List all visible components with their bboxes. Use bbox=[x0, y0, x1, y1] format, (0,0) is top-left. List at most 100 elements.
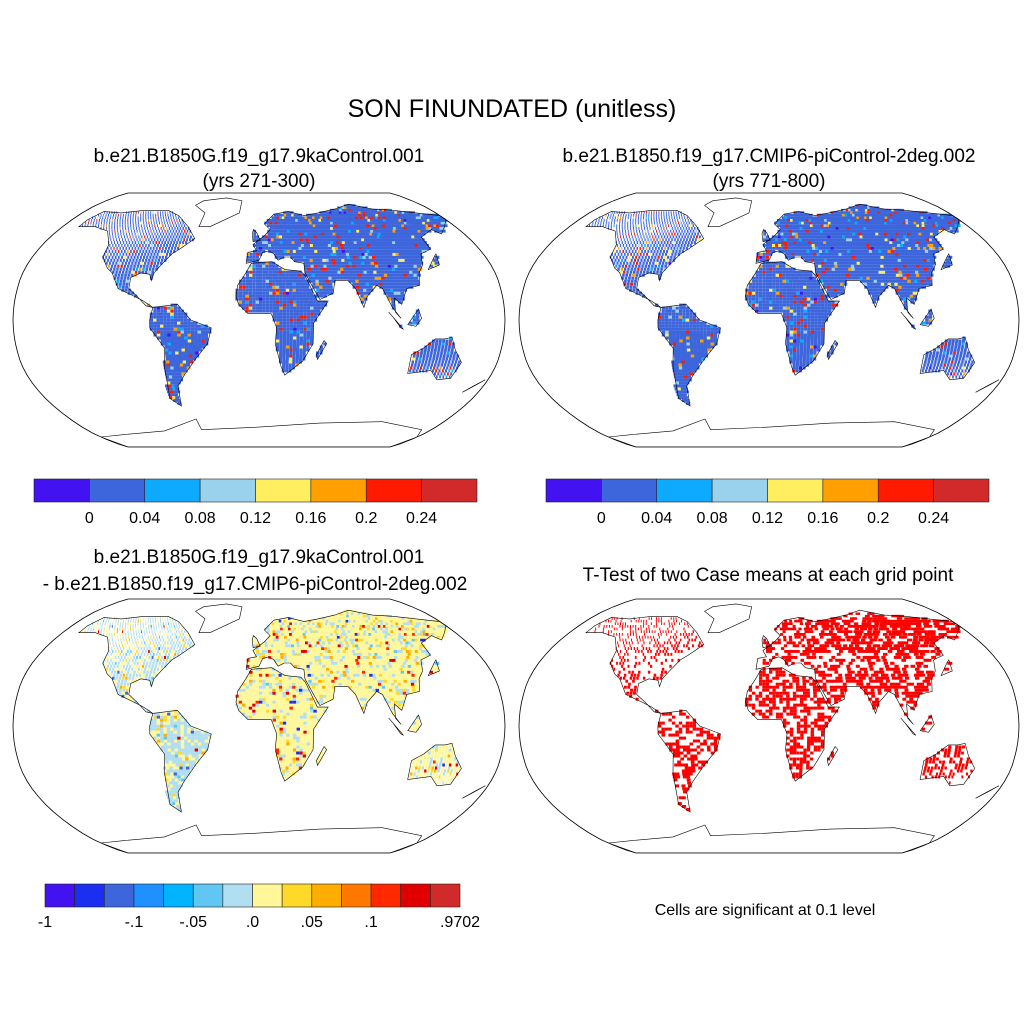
grid-cell bbox=[433, 258, 438, 262]
grid-cell bbox=[183, 318, 188, 322]
grid-cell bbox=[961, 369, 964, 373]
grid-cell bbox=[275, 279, 279, 283]
grid-cell bbox=[355, 224, 361, 227]
grid-cell bbox=[259, 285, 263, 289]
grid-cell bbox=[789, 345, 793, 349]
grid-cell bbox=[359, 241, 364, 244]
grid-cell bbox=[415, 241, 421, 244]
grid-cell bbox=[115, 261, 118, 265]
grid-cell bbox=[374, 224, 380, 227]
grid-cell bbox=[285, 221, 289, 225]
grid-cell bbox=[843, 261, 848, 265]
grid-cell bbox=[917, 252, 922, 256]
grid-cell bbox=[277, 255, 282, 259]
grid-cell bbox=[299, 291, 303, 295]
grid-cell bbox=[363, 291, 368, 295]
grid-cell bbox=[303, 221, 308, 225]
grid-cell bbox=[818, 264, 822, 268]
grid-cell bbox=[183, 321, 188, 325]
grid-cell bbox=[143, 232, 145, 236]
grid-cell bbox=[781, 246, 785, 250]
grid-cell bbox=[108, 249, 111, 253]
grid-cell bbox=[128, 270, 131, 274]
grid-cell bbox=[623, 261, 625, 265]
grid-cell bbox=[689, 330, 693, 334]
grid-cell bbox=[681, 390, 686, 394]
grid-cell bbox=[661, 327, 666, 331]
grid-cell bbox=[785, 270, 789, 274]
grid-cell bbox=[789, 300, 794, 304]
grid-cell bbox=[393, 261, 398, 265]
grid-cell bbox=[160, 309, 164, 313]
grid-cell bbox=[627, 258, 630, 262]
grid-cell bbox=[305, 273, 309, 277]
grid-cell bbox=[140, 261, 144, 265]
grid-cell bbox=[163, 249, 166, 253]
grid-cell bbox=[874, 282, 878, 286]
grid-cell bbox=[884, 285, 889, 289]
grid-cell bbox=[765, 279, 769, 283]
grid-cell bbox=[927, 279, 932, 283]
grid-cell bbox=[145, 211, 147, 214]
grid-cell bbox=[434, 348, 437, 352]
grid-cell bbox=[299, 285, 303, 289]
grid-cell bbox=[282, 294, 286, 298]
grid-cell bbox=[154, 232, 156, 236]
grid-cell bbox=[769, 244, 773, 247]
grid-cell bbox=[398, 267, 403, 271]
grid-cell bbox=[643, 258, 646, 262]
grid-cell bbox=[633, 258, 636, 262]
grid-cell bbox=[817, 294, 821, 298]
grid-cell bbox=[813, 252, 817, 256]
grid-cell bbox=[701, 354, 705, 358]
grid-cell bbox=[171, 384, 176, 388]
grid-cell bbox=[835, 255, 840, 259]
grid-cell bbox=[863, 261, 868, 265]
grid-cell bbox=[779, 282, 783, 286]
grid-cell bbox=[180, 238, 183, 242]
grid-cell bbox=[789, 318, 794, 322]
grid-cell bbox=[127, 216, 129, 219]
grid-cell bbox=[131, 291, 135, 295]
grid-cell bbox=[296, 224, 300, 227]
grid-cell bbox=[262, 273, 266, 277]
grid-cell bbox=[166, 315, 171, 319]
grid-cell bbox=[440, 351, 443, 355]
grid-cell bbox=[779, 276, 783, 280]
grid-cell bbox=[275, 285, 280, 289]
grid-cell bbox=[110, 213, 112, 217]
grid-cell bbox=[328, 258, 333, 262]
grid-cell bbox=[366, 238, 372, 242]
grid-cell bbox=[896, 276, 901, 280]
grid-cell bbox=[346, 267, 351, 271]
grid-cell bbox=[201, 345, 206, 349]
grid-cell bbox=[173, 312, 178, 316]
grid-cell bbox=[430, 348, 434, 352]
grid-cell bbox=[314, 252, 319, 256]
grid-cell bbox=[169, 363, 174, 367]
grid-cell bbox=[135, 267, 139, 271]
grid-cell bbox=[772, 279, 776, 283]
grid-cell bbox=[359, 255, 364, 259]
grid-cell bbox=[161, 221, 163, 225]
grid-cell bbox=[789, 306, 794, 310]
grid-cell bbox=[924, 270, 930, 274]
grid-cell bbox=[129, 235, 131, 239]
grid-cell bbox=[295, 363, 299, 367]
grid-cell bbox=[360, 232, 366, 236]
grid-cell bbox=[136, 229, 138, 233]
grid-cell bbox=[758, 285, 763, 289]
grid-cell bbox=[156, 315, 160, 319]
grid-cell bbox=[680, 244, 683, 247]
grid-cell bbox=[321, 227, 326, 230]
grid-cell bbox=[806, 282, 810, 286]
grid-cell bbox=[293, 333, 297, 337]
grid-cell bbox=[166, 324, 171, 328]
grid-cell bbox=[331, 276, 336, 280]
grid-cell bbox=[634, 249, 637, 253]
grid-cell bbox=[299, 342, 303, 346]
grid-cell bbox=[249, 273, 253, 277]
grid-cell bbox=[109, 216, 111, 219]
grid-cell bbox=[252, 294, 256, 298]
grid-cell bbox=[922, 264, 928, 268]
